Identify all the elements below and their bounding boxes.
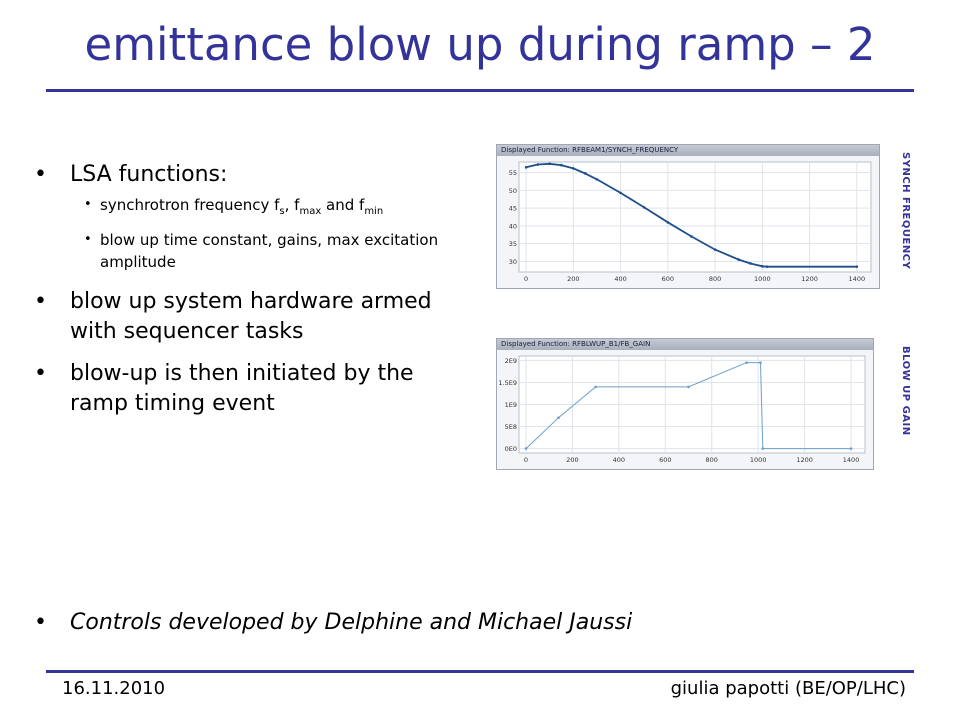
sub-bullet-synchrotron: synchrotron frequency fs, fmax and fmin [30,194,450,223]
x-tick-label: 1400 [843,456,860,464]
bullet-initiation-text: blow-up is then initiated by the ramp ti… [70,361,414,416]
data-point [855,265,859,268]
bullet-list: LSA functions: synchrotron frequency fs,… [30,160,450,419]
data-point [745,361,748,364]
subscript-min: min [364,206,384,217]
y-tick-label: 45 [509,205,517,213]
sub-bullet-blowup-text: blow up time constant, gains, max excita… [100,231,439,271]
x-tick-label: 800 [709,275,721,283]
synch-frequency-label: SYNCH FREQUENCY [900,152,911,270]
footer-author: giulia papotti (BE/OP/LHC) [670,678,906,699]
x-tick-label: 0 [524,275,528,283]
bullet-initiation: blow-up is then initiated by the ramp ti… [30,359,450,419]
data-point [536,163,540,166]
bullet-hardware: blow up system hardware armed with seque… [30,287,450,347]
data-point [737,258,741,261]
x-tick-label: 200 [567,275,579,283]
data-point [619,191,622,195]
data-point [524,166,528,169]
sub-bullet-synch-text: synchrotron frequency f [100,196,280,214]
chart-title: Displayed Function: RFBLWUP_B1/FB_GAIN [497,339,873,350]
bullet-hardware-text: blow up system hardware armed with seque… [70,289,432,344]
data-point [595,178,599,181]
plot-area [518,161,872,273]
footer-divider [46,670,914,673]
data-point [765,265,769,268]
y-tick-label: 5E8 [505,423,517,431]
footer-date: 16.11.2010 [62,678,166,699]
y-tick-label: 50 [509,187,517,195]
x-tick-label: 600 [659,456,671,464]
subscript-max: max [299,206,322,217]
data-point [761,447,765,450]
data-point [759,361,762,364]
series-line [525,362,852,450]
chart-plot: 30 35 40 45 50 55 0 200 400 600 800 1000 1200 1400 [509,161,872,283]
y-tick-label: 0E0 [505,445,517,453]
data-point [594,385,597,389]
y-tick-label: 35 [509,240,517,248]
data-point [666,221,670,224]
title-divider [46,89,914,92]
x-tick-label: 1000 [754,275,771,283]
x-tick-label: 1200 [796,456,813,464]
x-tick-label: 0 [524,456,528,464]
data-point [583,172,587,175]
y-tick-label: 55 [509,169,517,177]
bullet-controls-text: Controls developed by Delphine and Micha… [70,610,633,635]
x-tick-label: 1200 [801,275,818,283]
x-tick-label: 200 [566,456,578,464]
data-point [713,248,717,251]
data-point [548,162,552,166]
blow-up-gain-label: BLOW UP GAIN [900,346,911,436]
x-tick-label: 1000 [750,456,767,464]
sub-bullet-blowup-params: blow up time constant, gains, max excita… [30,229,450,273]
y-tick-label: 40 [509,222,517,230]
x-tick-label: 400 [613,456,625,464]
chart-plot: 0E0 5E8 1E9 1.5E9 2E9 0 200 400 600 800 1000 1200 14… [498,355,866,464]
data-point [749,262,752,265]
y-tick-label: 30 [509,258,517,266]
page-title: emittance blow up during ramp – 2 [84,18,876,71]
y-tick-label: 2E9 [505,357,517,365]
y-tick-label: 1E9 [505,401,517,409]
bullet-controls: Controls developed by Delphine and Micha… [30,608,790,638]
y-tick-label: 1.5E9 [498,379,517,387]
data-point [690,235,693,238]
x-tick-label: 1400 [849,275,866,283]
data-point [849,447,853,450]
bullet-list-2: Controls developed by Delphine and Micha… [30,608,790,638]
data-point [524,447,528,450]
synch-frequency-chart: Displayed Function: RFBEAM1/SYNCH_FREQUE… [496,144,880,289]
data-point [560,163,563,167]
bullet-lsa-functions: LSA functions: [30,160,450,190]
blow-up-gain-chart: Displayed Function: RFBLWUP_B1/FB_GAIN 0… [496,338,874,470]
x-tick-label: 600 [662,275,674,283]
data-point [761,265,764,268]
sub-bullet-synch-text-3: and f [321,196,365,214]
data-point [557,416,560,420]
subscript-s: s [279,206,285,217]
bullet-lsa-text: LSA functions: [70,162,228,187]
x-tick-label: 800 [706,456,718,464]
sub-bullet-synch-text-2: , f [284,196,300,214]
chart-title: Displayed Function: RFBEAM1/SYNCH_FREQUE… [497,145,879,156]
x-tick-label: 400 [614,275,626,283]
data-point [687,385,690,389]
data-point [642,206,646,209]
data-point [572,167,575,170]
